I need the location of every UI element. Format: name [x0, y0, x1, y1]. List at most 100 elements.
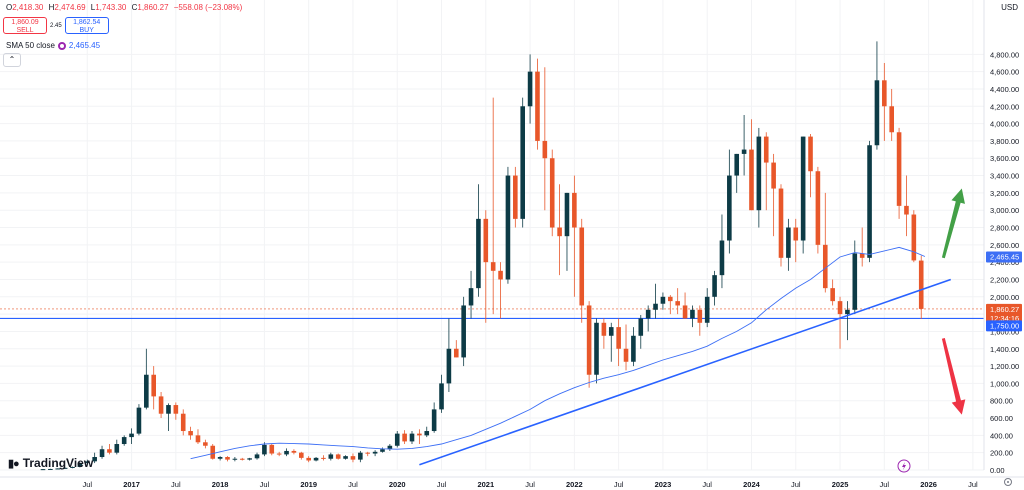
candle[interactable] [299, 451, 304, 460]
candle[interactable] [896, 127, 902, 219]
candle[interactable] [778, 184, 784, 267]
candle[interactable] [269, 444, 275, 456]
candle[interactable] [188, 426, 193, 440]
candle[interactable] [690, 305, 695, 328]
candle[interactable] [225, 456, 230, 462]
candle[interactable] [284, 448, 289, 457]
candle[interactable] [594, 318, 599, 384]
candle[interactable] [505, 166, 511, 284]
candle[interactable] [210, 444, 216, 460]
candle[interactable] [882, 62, 887, 141]
candle[interactable] [668, 295, 673, 315]
arrow-down-annotation[interactable] [941, 338, 966, 415]
candle[interactable] [62, 467, 68, 469]
candle[interactable] [372, 450, 378, 457]
candle[interactable] [446, 318, 452, 393]
candle[interactable] [845, 301, 850, 341]
indicator-settings-icon[interactable] [57, 41, 66, 50]
candle[interactable] [291, 449, 297, 455]
candle[interactable] [343, 455, 348, 460]
candle[interactable] [321, 455, 326, 461]
candle[interactable] [498, 262, 503, 319]
lightning-icon[interactable] [897, 459, 911, 473]
candle[interactable] [180, 409, 186, 436]
candle[interactable] [535, 58, 540, 150]
candle[interactable] [409, 431, 415, 445]
candle[interactable] [527, 54, 533, 124]
candle[interactable] [771, 153, 776, 237]
candle[interactable] [682, 292, 688, 319]
candle[interactable] [328, 452, 334, 461]
candle[interactable] [623, 324, 629, 371]
collapse-legend-button[interactable]: ⌃ [3, 53, 21, 67]
candle[interactable] [749, 119, 754, 211]
candle[interactable] [660, 292, 666, 310]
candle[interactable] [136, 404, 142, 436]
candle[interactable] [741, 114, 747, 176]
candle[interactable] [697, 305, 703, 336]
candle[interactable] [904, 175, 909, 237]
candle[interactable] [601, 318, 607, 349]
candle[interactable] [158, 392, 164, 419]
candle[interactable] [911, 210, 917, 263]
candle[interactable] [468, 270, 474, 319]
candle[interactable] [387, 444, 393, 451]
candle[interactable] [276, 451, 282, 457]
candle[interactable] [712, 270, 717, 306]
candle[interactable] [734, 153, 740, 193]
candle[interactable] [424, 426, 430, 438]
time-axis[interactable]: Jul 2017 Jul 2018 Jul 2019 Jul 2020 Jul 2021 Jul 20… [0, 476, 1024, 489]
candle[interactable] [513, 166, 518, 228]
candle[interactable] [859, 227, 865, 267]
candle[interactable] [262, 442, 267, 457]
candle[interactable] [800, 136, 806, 254]
buy-button[interactable]: 1,862.54 BUY [64, 17, 109, 34]
candle[interactable] [889, 88, 894, 141]
settings-icon[interactable] [1004, 478, 1012, 486]
candle[interactable] [84, 459, 90, 466]
candle[interactable] [55, 468, 61, 470]
candle[interactable] [586, 301, 592, 388]
candle[interactable] [719, 214, 725, 289]
candle[interactable] [254, 452, 260, 460]
candle[interactable] [217, 456, 223, 461]
candle[interactable] [579, 218, 585, 323]
candle[interactable] [402, 430, 407, 445]
tradingview-logo[interactable]: ▮● TradingView [8, 456, 93, 470]
price-axis[interactable]: 0.00 200.00 400.00 600.00 800.00 1,000.00 1,20… [983, 0, 1019, 475]
candle[interactable] [121, 435, 127, 446]
candle[interactable] [815, 166, 821, 254]
candle[interactable] [70, 466, 75, 469]
arrow-up-annotation[interactable] [941, 188, 965, 259]
candle[interactable] [572, 175, 577, 297]
candle[interactable] [631, 327, 636, 367]
trend-line[interactable] [419, 278, 952, 466]
candle[interactable] [645, 305, 651, 332]
candle[interactable] [490, 97, 496, 315]
candle[interactable] [608, 322, 614, 362]
candle[interactable] [918, 255, 924, 320]
candle[interactable] [653, 283, 658, 319]
candle[interactable] [461, 296, 466, 367]
candle[interactable] [99, 445, 105, 459]
candle[interactable] [239, 457, 245, 461]
candle[interactable] [557, 184, 562, 276]
candle[interactable] [173, 402, 179, 420]
candle[interactable] [852, 240, 858, 315]
candle[interactable] [40, 468, 46, 471]
candle[interactable] [756, 127, 762, 228]
candle[interactable] [129, 428, 134, 445]
candle[interactable] [48, 468, 53, 470]
candle[interactable] [203, 439, 208, 449]
candle[interactable] [306, 456, 311, 463]
candle[interactable] [365, 451, 371, 457]
candle[interactable] [107, 444, 112, 455]
candle[interactable] [837, 296, 843, 349]
candle[interactable] [675, 288, 680, 315]
candle[interactable] [92, 452, 97, 464]
candle[interactable] [439, 374, 444, 413]
candle[interactable] [77, 462, 83, 468]
candle[interactable] [114, 439, 120, 455]
sma-line[interactable] [190, 246, 926, 460]
sell-button[interactable]: 1,860.09 SELL [3, 17, 47, 34]
